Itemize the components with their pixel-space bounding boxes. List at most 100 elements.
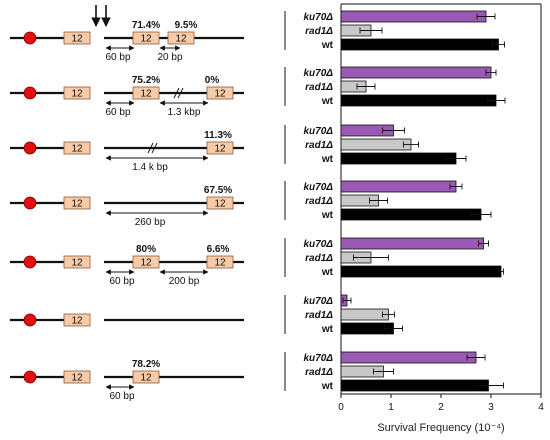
percent-label: 78.2% — [132, 359, 160, 370]
bar — [340, 265, 502, 278]
x-tick-label: 4 — [538, 402, 544, 413]
bar — [340, 38, 499, 51]
bar — [340, 237, 484, 250]
strain-label: wt — [321, 210, 334, 221]
repeat-box — [63, 31, 91, 45]
repeat-box — [132, 31, 160, 45]
x-axis-label: Survival Frequency (10⁻⁴) — [377, 422, 504, 434]
bar — [340, 180, 457, 193]
repeat-box-label: 12 — [140, 373, 152, 384]
repeat-box-label: 12 — [71, 258, 83, 269]
strain-label: wt — [321, 40, 334, 51]
centromere — [23, 86, 37, 100]
bar — [340, 208, 482, 221]
repeat-box — [132, 370, 160, 384]
centromere — [23, 313, 37, 327]
strain-label: ku70Δ — [303, 182, 333, 193]
percent-label: 6.6% — [207, 244, 230, 255]
repeat-box-label: 12 — [71, 34, 83, 45]
repeat-box — [206, 86, 234, 100]
x-tick-label: 0 — [338, 402, 344, 413]
centromere — [23, 141, 37, 155]
repeat-box — [63, 370, 91, 384]
repeat-box-label: 12 — [140, 89, 152, 100]
strain-label: wt — [321, 324, 334, 335]
strain-label: rad1Δ — [305, 196, 333, 207]
repeat-box-label: 12 — [140, 258, 152, 269]
strain-label: wt — [321, 154, 334, 165]
dimension-label: 200 bp — [169, 276, 200, 287]
repeat-box — [132, 255, 160, 269]
repeat-box-label: 12 — [214, 199, 226, 210]
dimension-label: 60 bp — [105, 107, 130, 118]
strain-label: wt — [321, 96, 334, 107]
repeat-box — [63, 313, 91, 327]
repeat-box-label: 12 — [71, 316, 83, 327]
break-slash — [151, 142, 158, 154]
repeat-box — [132, 86, 160, 100]
bar — [340, 66, 492, 79]
repeat-box — [167, 31, 195, 45]
strain-label: ku70Δ — [303, 239, 333, 250]
percent-label: 71.4% — [132, 20, 160, 31]
percent-label: 80% — [136, 244, 156, 255]
bar — [340, 351, 477, 364]
strain-label: rad1Δ — [305, 310, 333, 321]
dimension-label: 1.3 kbp — [168, 107, 201, 118]
repeat-box-label: 12 — [71, 373, 83, 384]
strain-label: rad1Δ — [305, 367, 333, 378]
bar — [340, 10, 487, 23]
repeat-box — [63, 141, 91, 155]
repeat-box-label: 12 — [214, 144, 226, 155]
break-slash — [147, 142, 154, 154]
bar — [340, 308, 389, 321]
bar — [340, 94, 497, 107]
strain-label: ku70Δ — [303, 126, 333, 137]
strain-label: rad1Δ — [305, 253, 333, 264]
dimension-label: 60 bp — [105, 52, 130, 63]
repeat-box-label: 12 — [140, 34, 152, 45]
centromere — [23, 196, 37, 210]
centromere — [23, 31, 37, 45]
strain-label: ku70Δ — [303, 353, 333, 364]
percent-label: 0% — [205, 75, 220, 86]
repeat-box — [206, 255, 234, 269]
strain-label: ku70Δ — [303, 68, 333, 79]
dimension-label: 60 bp — [109, 276, 134, 287]
strain-label: wt — [321, 381, 334, 392]
repeat-box-label: 12 — [214, 89, 226, 100]
centromere — [23, 370, 37, 384]
repeat-box-label: 12 — [175, 34, 187, 45]
centromere — [23, 255, 37, 269]
repeat-box — [63, 255, 91, 269]
strain-label: rad1Δ — [305, 82, 333, 93]
bar — [340, 138, 412, 151]
dimension-label: 1.4 k bp — [132, 162, 168, 173]
x-tick-label: 2 — [438, 402, 444, 413]
strain-label: ku70Δ — [303, 12, 333, 23]
bar — [340, 379, 489, 392]
break-slash — [173, 87, 180, 99]
percent-label: 11.3% — [204, 130, 232, 141]
strain-label: wt — [321, 267, 334, 278]
bar — [340, 152, 457, 165]
strain-label: ku70Δ — [303, 296, 333, 307]
percent-label: 75.2% — [132, 75, 160, 86]
dimension-label: 260 bp — [135, 217, 166, 228]
repeat-box — [206, 196, 234, 210]
repeat-box — [63, 196, 91, 210]
strain-label: rad1Δ — [305, 140, 333, 151]
x-tick-label: 3 — [488, 402, 494, 413]
repeat-box-label: 12 — [71, 199, 83, 210]
dimension-label: 20 bp — [157, 52, 182, 63]
repeat-box-label: 12 — [71, 144, 83, 155]
repeat-box-label: 12 — [71, 89, 83, 100]
break-slash — [177, 87, 184, 99]
repeat-box — [63, 86, 91, 100]
dimension-label: 60 bp — [109, 391, 134, 402]
x-tick-label: 1 — [388, 402, 394, 413]
percent-label: 67.5% — [204, 185, 232, 196]
repeat-box — [206, 141, 234, 155]
strain-label: rad1Δ — [305, 26, 333, 37]
